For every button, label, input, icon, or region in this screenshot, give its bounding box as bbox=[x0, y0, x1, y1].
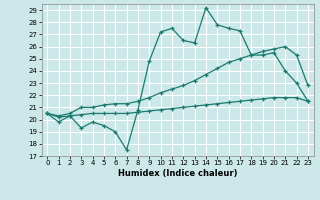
X-axis label: Humidex (Indice chaleur): Humidex (Indice chaleur) bbox=[118, 169, 237, 178]
